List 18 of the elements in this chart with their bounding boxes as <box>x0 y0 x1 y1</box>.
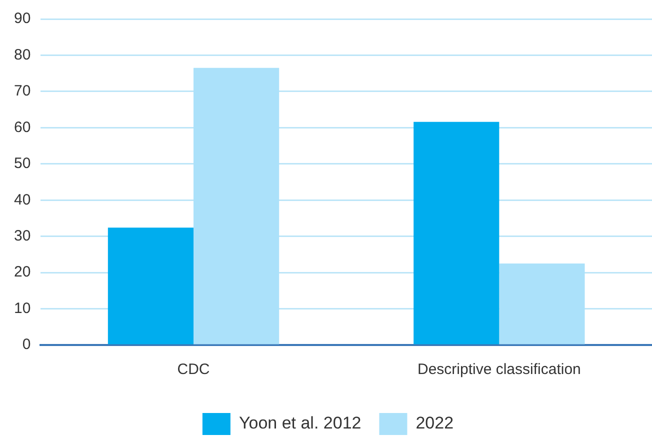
y-tick-label: 80 <box>14 46 31 64</box>
y-tick-label: 20 <box>14 264 31 281</box>
bar <box>499 264 585 344</box>
y-tick-label: 50 <box>14 155 31 172</box>
y-tick-label: 0 <box>22 336 31 354</box>
y-tick-label: 30 <box>14 227 31 244</box>
bar <box>108 228 194 344</box>
bar <box>194 68 280 344</box>
legend-label: 2022 <box>416 414 454 433</box>
y-tick-label: 90 <box>14 10 31 28</box>
x-tick-label: CDC <box>177 361 210 378</box>
x-tick-label: Descriptive classification <box>417 361 581 378</box>
y-tick-label: 40 <box>14 191 31 208</box>
legend-label: Yoon et al. 2012 <box>238 414 362 433</box>
bar <box>414 122 500 344</box>
y-tick-label: 10 <box>14 300 31 317</box>
y-tick-label: 70 <box>14 82 31 100</box>
y-tick-label: 60 <box>14 118 31 136</box>
